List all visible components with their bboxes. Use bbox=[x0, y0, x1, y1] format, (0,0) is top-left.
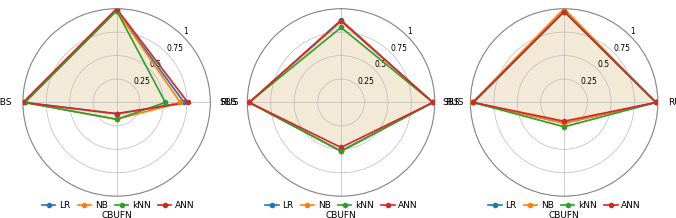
Point bbox=[160, 101, 171, 104]
Legend: LR, NB, kNN, ANN: LR, NB, kNN, ANN bbox=[39, 197, 198, 213]
Polygon shape bbox=[473, 9, 656, 127]
Point bbox=[244, 101, 255, 104]
Point bbox=[111, 118, 122, 121]
Point bbox=[559, 121, 570, 125]
Polygon shape bbox=[23, 9, 188, 119]
Point bbox=[559, 119, 570, 123]
Point bbox=[559, 10, 570, 13]
Point bbox=[18, 101, 28, 104]
Polygon shape bbox=[249, 20, 433, 151]
Point bbox=[178, 101, 189, 104]
Legend: LR, NB, kNN, ANN: LR, NB, kNN, ANN bbox=[262, 197, 421, 213]
Point bbox=[111, 9, 122, 12]
Point bbox=[20, 101, 30, 104]
Point bbox=[244, 101, 255, 104]
Point bbox=[336, 150, 347, 153]
Point bbox=[427, 101, 438, 104]
Point bbox=[559, 125, 570, 129]
Point bbox=[559, 10, 570, 13]
Point bbox=[468, 101, 479, 104]
Point bbox=[111, 9, 122, 12]
Point bbox=[650, 101, 661, 104]
Point bbox=[336, 26, 347, 29]
Point bbox=[336, 18, 347, 22]
Point bbox=[650, 101, 661, 104]
Legend: LR, NB, kNN, ANN: LR, NB, kNN, ANN bbox=[485, 197, 644, 213]
Point bbox=[244, 101, 255, 104]
Point bbox=[468, 101, 479, 104]
Point bbox=[111, 118, 122, 121]
Point bbox=[427, 101, 438, 104]
Point bbox=[336, 150, 347, 153]
Point bbox=[111, 112, 122, 116]
Point bbox=[650, 101, 661, 104]
Point bbox=[20, 101, 30, 104]
Point bbox=[336, 19, 347, 23]
Point bbox=[111, 7, 122, 10]
Point bbox=[336, 150, 347, 153]
Point bbox=[244, 101, 255, 104]
Point bbox=[111, 9, 122, 12]
Point bbox=[468, 101, 479, 104]
Point bbox=[559, 7, 570, 10]
Point bbox=[467, 101, 478, 104]
Point bbox=[336, 19, 347, 23]
Point bbox=[559, 10, 570, 13]
Point bbox=[175, 101, 186, 104]
Point bbox=[650, 101, 661, 104]
Point bbox=[427, 101, 438, 104]
Point bbox=[20, 101, 30, 104]
Point bbox=[183, 101, 193, 104]
Point bbox=[336, 146, 347, 149]
Point bbox=[559, 121, 570, 125]
Point bbox=[427, 101, 438, 104]
Point bbox=[111, 112, 122, 116]
